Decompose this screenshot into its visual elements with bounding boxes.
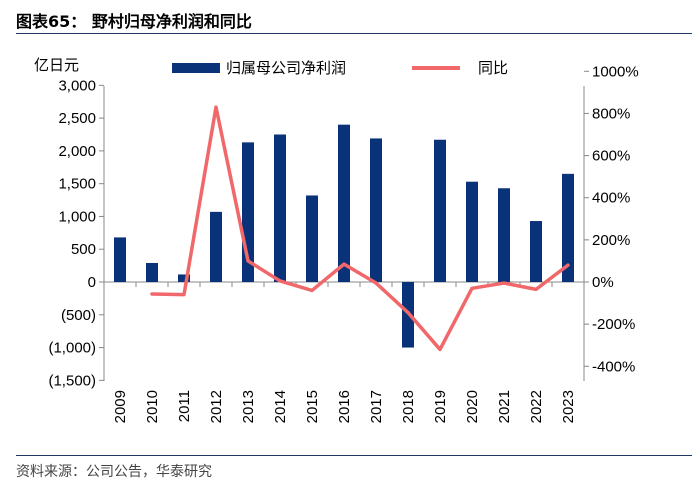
right-axis-tick-label: 600% [592,148,630,165]
chart: 3,000 2,500 2,000 1,500 1,000 500 0 (500) (1,000… [34,57,639,423]
x-axis-tick-label: 2022 [528,390,545,423]
x-axis-tick-label: 2020 [464,390,481,423]
x-axis-tick-label: 2009 [112,390,129,423]
axes-layer: 3,000 2,500 2,000 1,500 1,000 500 0 (500) (1,000… [48,63,638,423]
bar-2019 [434,139,446,282]
bar-2015 [306,195,318,282]
right-axis-tick-label: 200% [592,232,630,249]
line-layer [150,105,570,352]
bar-2022 [530,221,542,282]
left-axis-tick-label: 2,500 [58,110,96,127]
left-axis-tick-label: 1,000 [58,208,96,225]
left-axis-tick-label: 1,500 [58,176,96,193]
right-axis-tick-label: -200% [592,316,635,333]
left-axis-unit-label: 亿日元 [34,57,79,74]
bars-layer [114,124,574,348]
x-axis-tick-label: 2011 [176,390,193,422]
left-axis-tick-label: 2,000 [58,143,96,160]
left-axis-tick-label: 3,000 [58,77,96,94]
title-divider [16,33,692,34]
x-axis-tick-label: 2019 [432,390,449,423]
bar-2016 [338,124,350,283]
x-axis-tick-label: 2013 [240,390,257,423]
bar-2010 [146,262,158,282]
bar-2012 [210,211,222,282]
legend: 归属母公司净利润 同比 [172,60,508,77]
bar-2011 [178,274,190,282]
bar-2021 [498,188,510,282]
bar-2017 [370,138,382,282]
x-axis-tick-label: 2016 [336,390,353,423]
left-axis-tick-label: 500 [71,241,96,258]
right-axis-tick-label: -400% [592,358,635,375]
bar-2020 [466,181,478,282]
right-axis-tick-label: 400% [592,190,630,207]
bar-2023 [562,173,574,282]
x-axis-tick-label: 2018 [400,390,417,423]
source-note: 资料来源：公司公告，华泰研究 [16,464,212,480]
right-axis-tick-label: 800% [592,105,630,122]
legend-bar-label: 归属母公司净利润 [226,60,346,77]
left-axis-tick-label: 0 [88,274,96,291]
x-axis-tick-label: 2017 [368,390,385,423]
legend-bar-swatch [172,63,220,73]
bar-2009 [114,237,126,282]
left-axis-tick-label: (1,500) [48,372,96,389]
source-divider [16,455,692,456]
x-axis-tick-label: 2010 [144,390,161,423]
left-axis-tick-label: (500) [61,307,96,324]
right-axis-tick-label: 0% [592,274,614,291]
chart-title: 图表65： 野村归母净利润和同比 [16,12,252,31]
yoy-growth-line [150,105,570,352]
x-axis-tick-label: 2021 [496,390,513,423]
x-axis-tick-label: 2015 [304,390,321,423]
x-axis-tick-label: 2014 [272,390,289,423]
right-axis-tick-label: 1000% [592,63,639,80]
legend-line-label: 同比 [478,60,508,77]
left-axis-tick-label: (1,000) [48,340,96,357]
bar-2014 [274,134,286,282]
x-axis-tick-label: 2012 [208,390,225,423]
x-axis-tick-label: 2023 [560,390,577,423]
